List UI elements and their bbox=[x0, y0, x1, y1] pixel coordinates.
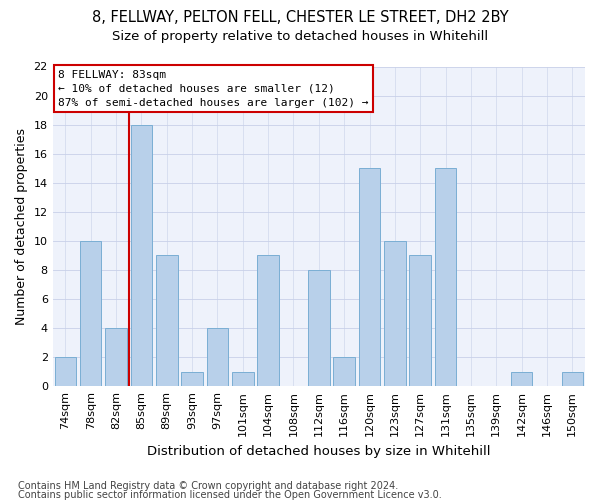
Bar bbox=[435, 168, 457, 386]
Bar bbox=[181, 372, 203, 386]
Bar bbox=[409, 256, 431, 386]
Bar bbox=[511, 372, 532, 386]
Bar bbox=[334, 357, 355, 386]
Bar bbox=[562, 372, 583, 386]
Text: Size of property relative to detached houses in Whitehill: Size of property relative to detached ho… bbox=[112, 30, 488, 43]
Text: Contains public sector information licensed under the Open Government Licence v3: Contains public sector information licen… bbox=[18, 490, 442, 500]
Bar bbox=[359, 168, 380, 386]
Text: Contains HM Land Registry data © Crown copyright and database right 2024.: Contains HM Land Registry data © Crown c… bbox=[18, 481, 398, 491]
Y-axis label: Number of detached properties: Number of detached properties bbox=[15, 128, 28, 325]
Bar bbox=[232, 372, 254, 386]
Bar bbox=[55, 357, 76, 386]
Bar bbox=[206, 328, 228, 386]
Text: 8, FELLWAY, PELTON FELL, CHESTER LE STREET, DH2 2BY: 8, FELLWAY, PELTON FELL, CHESTER LE STRE… bbox=[92, 10, 508, 25]
Bar bbox=[257, 256, 279, 386]
Bar bbox=[131, 124, 152, 386]
Bar bbox=[384, 241, 406, 386]
Bar bbox=[308, 270, 329, 386]
Bar bbox=[105, 328, 127, 386]
Text: 8 FELLWAY: 83sqm
← 10% of detached houses are smaller (12)
87% of semi-detached : 8 FELLWAY: 83sqm ← 10% of detached house… bbox=[58, 70, 368, 108]
Bar bbox=[80, 241, 101, 386]
X-axis label: Distribution of detached houses by size in Whitehill: Distribution of detached houses by size … bbox=[147, 444, 491, 458]
Bar bbox=[156, 256, 178, 386]
